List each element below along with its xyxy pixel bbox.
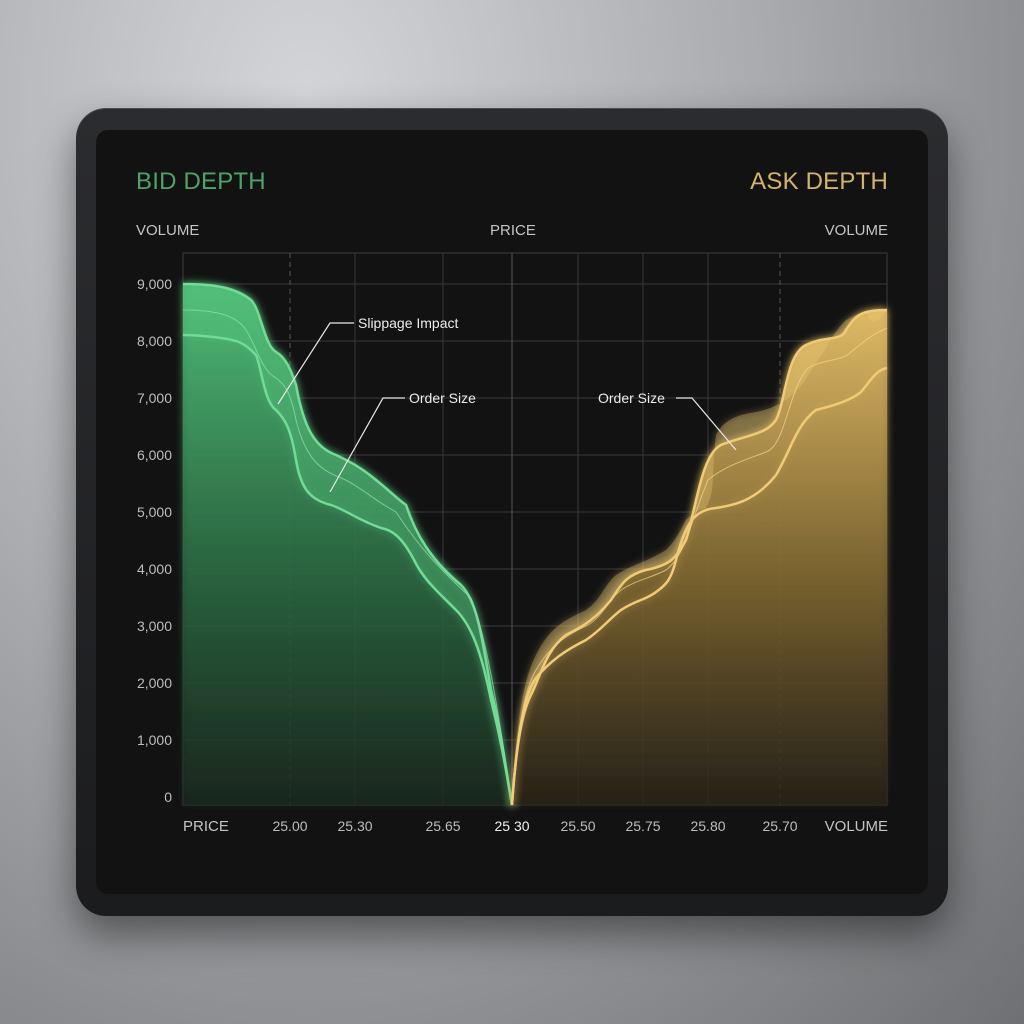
right-volume-axis-label: VOLUME [824,222,888,239]
y-tick-5000: 5,000 [136,504,172,520]
y-tick-9000: 9,000 [136,276,172,292]
price-axis-label: PRICE [490,222,536,239]
x-axis-volume-label: VOLUME [824,818,888,835]
x-tick: 25.00 [272,818,308,834]
bid-order-size-annotation: Order Size [409,390,476,406]
x-tick: 25.30 [337,818,373,834]
x-tick: 25.50 [560,818,596,834]
x-axis-price-label: PRICE [183,818,229,835]
x-tick: 25.75 [625,818,661,834]
bid-depth-area [182,282,514,806]
x-tick: 25.80 [690,818,726,834]
y-tick-4000: 4,000 [136,561,172,577]
depth-chart[interactable] [96,130,928,894]
ask-depth-area [510,308,888,806]
y-tick-8000: 8,000 [136,333,172,349]
bid-depth-title: BID DEPTH [136,168,266,195]
y-tick-6000: 6,000 [136,447,172,463]
annotation-leaders [277,322,737,493]
left-volume-axis-label: VOLUME [136,222,200,239]
x-tick-mid-price: 25 30 [494,818,530,834]
y-tick-2000: 2,000 [136,675,172,691]
depth-chart-screen: BID DEPTH ASK DEPTH VOLUME PRICE VOLUME [96,130,928,894]
y-tick-3000: 3,000 [136,618,172,634]
y-tick-0: 0 [164,789,172,805]
y-tick-7000: 7,000 [136,390,172,406]
ask-order-size-annotation: Order Size [598,390,665,406]
x-tick: 25.65 [425,818,461,834]
ask-depth-title: ASK DEPTH [750,168,888,195]
x-tick: 25.70 [762,818,798,834]
slippage-impact-annotation: Slippage Impact [358,315,459,331]
device-frame: BID DEPTH ASK DEPTH VOLUME PRICE VOLUME [76,108,948,916]
y-tick-1000: 1,000 [136,732,172,748]
